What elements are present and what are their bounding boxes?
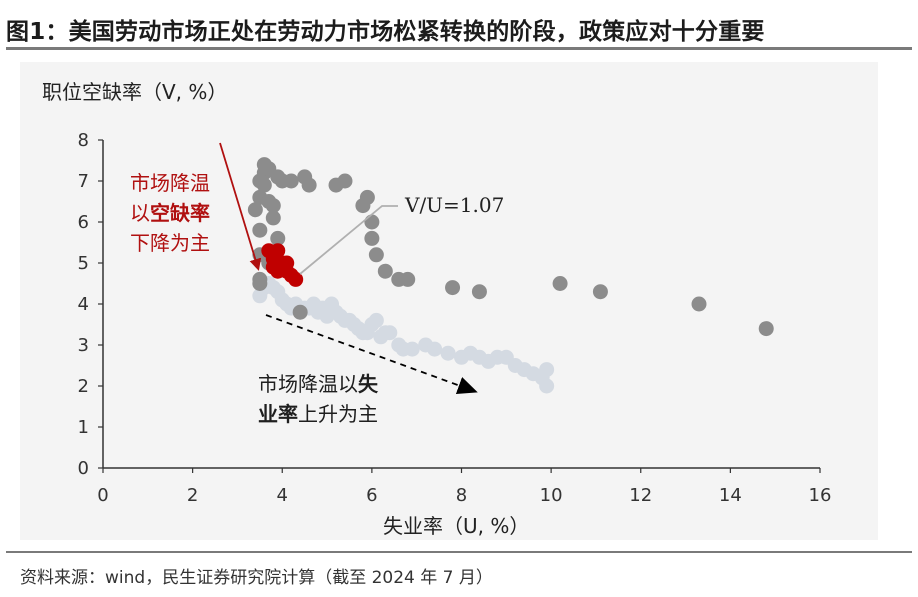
vu-ratio-label: V/U=1.07	[405, 193, 505, 217]
current-series-point	[265, 259, 281, 275]
annotation-unemployment-rise: 市场降温以失 业率上升为主	[258, 369, 378, 429]
early-series-point	[364, 230, 380, 246]
y-tick-label: 4	[78, 294, 89, 315]
axes	[98, 139, 821, 473]
early-series-point	[283, 173, 299, 189]
early-series-point	[256, 177, 272, 193]
x-tick-label: 4	[277, 485, 288, 506]
x-tick-label: 6	[366, 485, 377, 506]
recent-series-point	[539, 378, 555, 394]
current-series-point	[279, 255, 295, 271]
source-note: 资料来源：wind，民生证券研究院计算（截至 2024 年 7 月）	[20, 568, 493, 588]
recent-series-point	[368, 312, 384, 328]
x-tick-label: 12	[629, 485, 652, 506]
recent-series-point	[427, 341, 443, 357]
early-series-point	[337, 173, 353, 189]
x-tick-label: 0	[97, 485, 108, 506]
early-series-point	[592, 284, 608, 300]
early-series-point	[400, 271, 416, 287]
y-tick-label: 7	[78, 171, 89, 192]
annotation-vacancy-decline: 市场降温 以空缺率 下降为主	[130, 168, 210, 258]
annotation-red-line3: 下降为主	[130, 231, 210, 255]
current-series-point	[270, 243, 286, 259]
early-series-point	[368, 247, 384, 263]
current-series-point	[288, 271, 304, 287]
annotation-red-line2a: 以	[130, 201, 150, 225]
unemployment-rise-arrow	[265, 314, 478, 394]
recent-series-point	[539, 362, 555, 378]
x-tick-label: 14	[719, 485, 742, 506]
early-series-point	[552, 276, 568, 291]
chart-background	[20, 62, 878, 540]
x-axis-label: 失业率（U, %）	[383, 514, 530, 538]
early-series-point	[758, 321, 774, 337]
y-tick-label: 5	[78, 253, 89, 274]
early-series-point	[691, 296, 707, 312]
early-series-point	[292, 304, 308, 320]
annotation-arrows	[219, 142, 478, 394]
annotation-dark-line1b: 失	[358, 372, 378, 396]
early-series-point	[301, 177, 317, 193]
recent-series-point	[382, 325, 398, 341]
annotation-dark-line2a: 业率	[258, 402, 298, 426]
y-tick-label: 6	[78, 212, 89, 233]
y-tick-label: 2	[78, 376, 89, 397]
figure-title: 图1：美国劳动市场正处在劳动力市场松紧转换的阶段，政策应对十分重要	[6, 19, 765, 45]
y-tick-label: 3	[78, 335, 89, 356]
x-tick-label: 8	[456, 485, 467, 506]
y-tick-label: 1	[78, 417, 89, 438]
annotation-dark-line2b: 上升为主	[298, 402, 378, 426]
early-series-point	[265, 198, 281, 214]
x-tick-label: 2	[187, 485, 198, 506]
early-series-point	[270, 230, 286, 246]
early-series-point	[471, 284, 487, 300]
annotation-red-line2b: 空缺率	[150, 201, 210, 225]
early-series-point	[252, 276, 268, 291]
x-tick-label: 10	[540, 485, 563, 506]
recent-series-point	[404, 341, 420, 357]
early-series-point	[265, 210, 281, 226]
footer-rule	[6, 551, 912, 553]
y-tick-label: 0	[78, 458, 89, 479]
recent-series-point	[440, 345, 456, 361]
vacancy-decline-arrow	[219, 142, 262, 271]
early-series-point	[359, 189, 375, 205]
data-points	[247, 157, 774, 394]
title-rule	[6, 47, 912, 50]
annotation-dark-line1a: 市场降温以	[258, 372, 358, 396]
early-series-point	[252, 222, 268, 238]
annotation-red-line1: 市场降温	[130, 171, 210, 195]
early-series-point	[445, 280, 461, 296]
early-series-point	[247, 202, 263, 218]
x-tick-label: 16	[809, 485, 832, 506]
vu-leader-line	[299, 205, 398, 275]
y-tick-label: 8	[78, 130, 89, 151]
early-series-point	[364, 214, 380, 230]
early-series-point	[377, 263, 393, 279]
y-axis-label: 职位空缺率（V, %）	[42, 80, 228, 104]
